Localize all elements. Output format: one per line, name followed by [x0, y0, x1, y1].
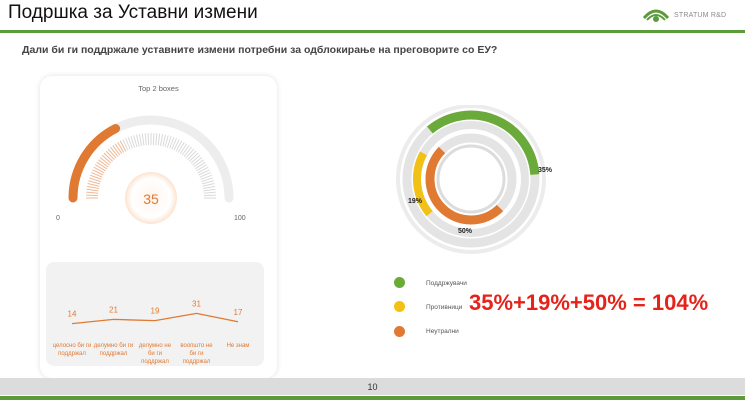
breakdown-value-label: 21 [109, 305, 118, 314]
slide-title: Подршка за Уставни измени [8, 2, 258, 23]
gauge-value-arc [68, 124, 121, 203]
breakdown-category-label: делумно би ги поддржал [93, 343, 134, 357]
breakdown-category-label: воопшто не би ги поддржал [180, 343, 213, 365]
rings-outer-bg [396, 105, 546, 254]
brand-name: STRATUM R&D [674, 12, 727, 19]
breakdown-line-chart: 14 21 19 31 17 [68, 299, 243, 325]
breakdown-line [71, 312, 239, 325]
legend-marker-neutral [394, 326, 405, 337]
ring-label-neutral: 50% [458, 228, 473, 235]
ring-arc-supporters [427, 110, 540, 175]
gauge-value-label: 35 [143, 191, 159, 207]
rings-center [436, 144, 506, 214]
legend-marker-opponents [394, 301, 405, 312]
stratum-logo-icon [642, 9, 670, 22]
gauge-center [125, 172, 177, 224]
ring-label-supporters: 35% [538, 167, 553, 174]
legend-label-supporters: Поддржувачи [426, 280, 467, 287]
sum-annotation: 35%+19%+50% = 104% [469, 290, 709, 315]
breakdown-category-label: Не знам [226, 343, 250, 349]
breakdown-value-label: 19 [151, 307, 160, 316]
legend-marker-supporters [394, 277, 405, 288]
ring-label-opponents: 19% [408, 198, 423, 205]
breakdown-value-label: 31 [192, 299, 201, 308]
ring-arc-neutral [425, 146, 504, 225]
top-divider [0, 30, 745, 33]
page-number: 10 [367, 382, 378, 392]
gauge-card: Top 2 boxes 35 0 100 14 21 19 31 17 целосно … [40, 76, 277, 378]
gauge-max-label: 100 [234, 215, 246, 222]
rings-chart: 35% 19% 50% [396, 105, 553, 254]
survey-question: Дали би ги поддржале уставните измени по… [22, 44, 498, 56]
gauge-chart: 35 [68, 115, 234, 224]
legend-label-opponents: Противници [426, 304, 463, 311]
footer-bar [0, 378, 745, 395]
breakdown-category-label: целосно би ги поддржал [52, 343, 92, 357]
breakdown-panel: 14 21 19 31 17 целосно би ги поддржал делумно… [46, 262, 264, 366]
breakdown-value-label: 17 [234, 308, 243, 317]
gauge-min-label: 0 [56, 215, 60, 222]
gauge-ticks [86, 133, 216, 199]
gauge-title: Top 2 boxes [138, 84, 179, 93]
breakdown-category-label: делумно не би ги поддржал [138, 343, 172, 365]
bottom-divider [0, 396, 745, 400]
ring-arc-opponents [413, 151, 433, 217]
legend-label-neutral: Неутрални [426, 328, 459, 335]
breakdown-value-label: 14 [68, 310, 77, 319]
